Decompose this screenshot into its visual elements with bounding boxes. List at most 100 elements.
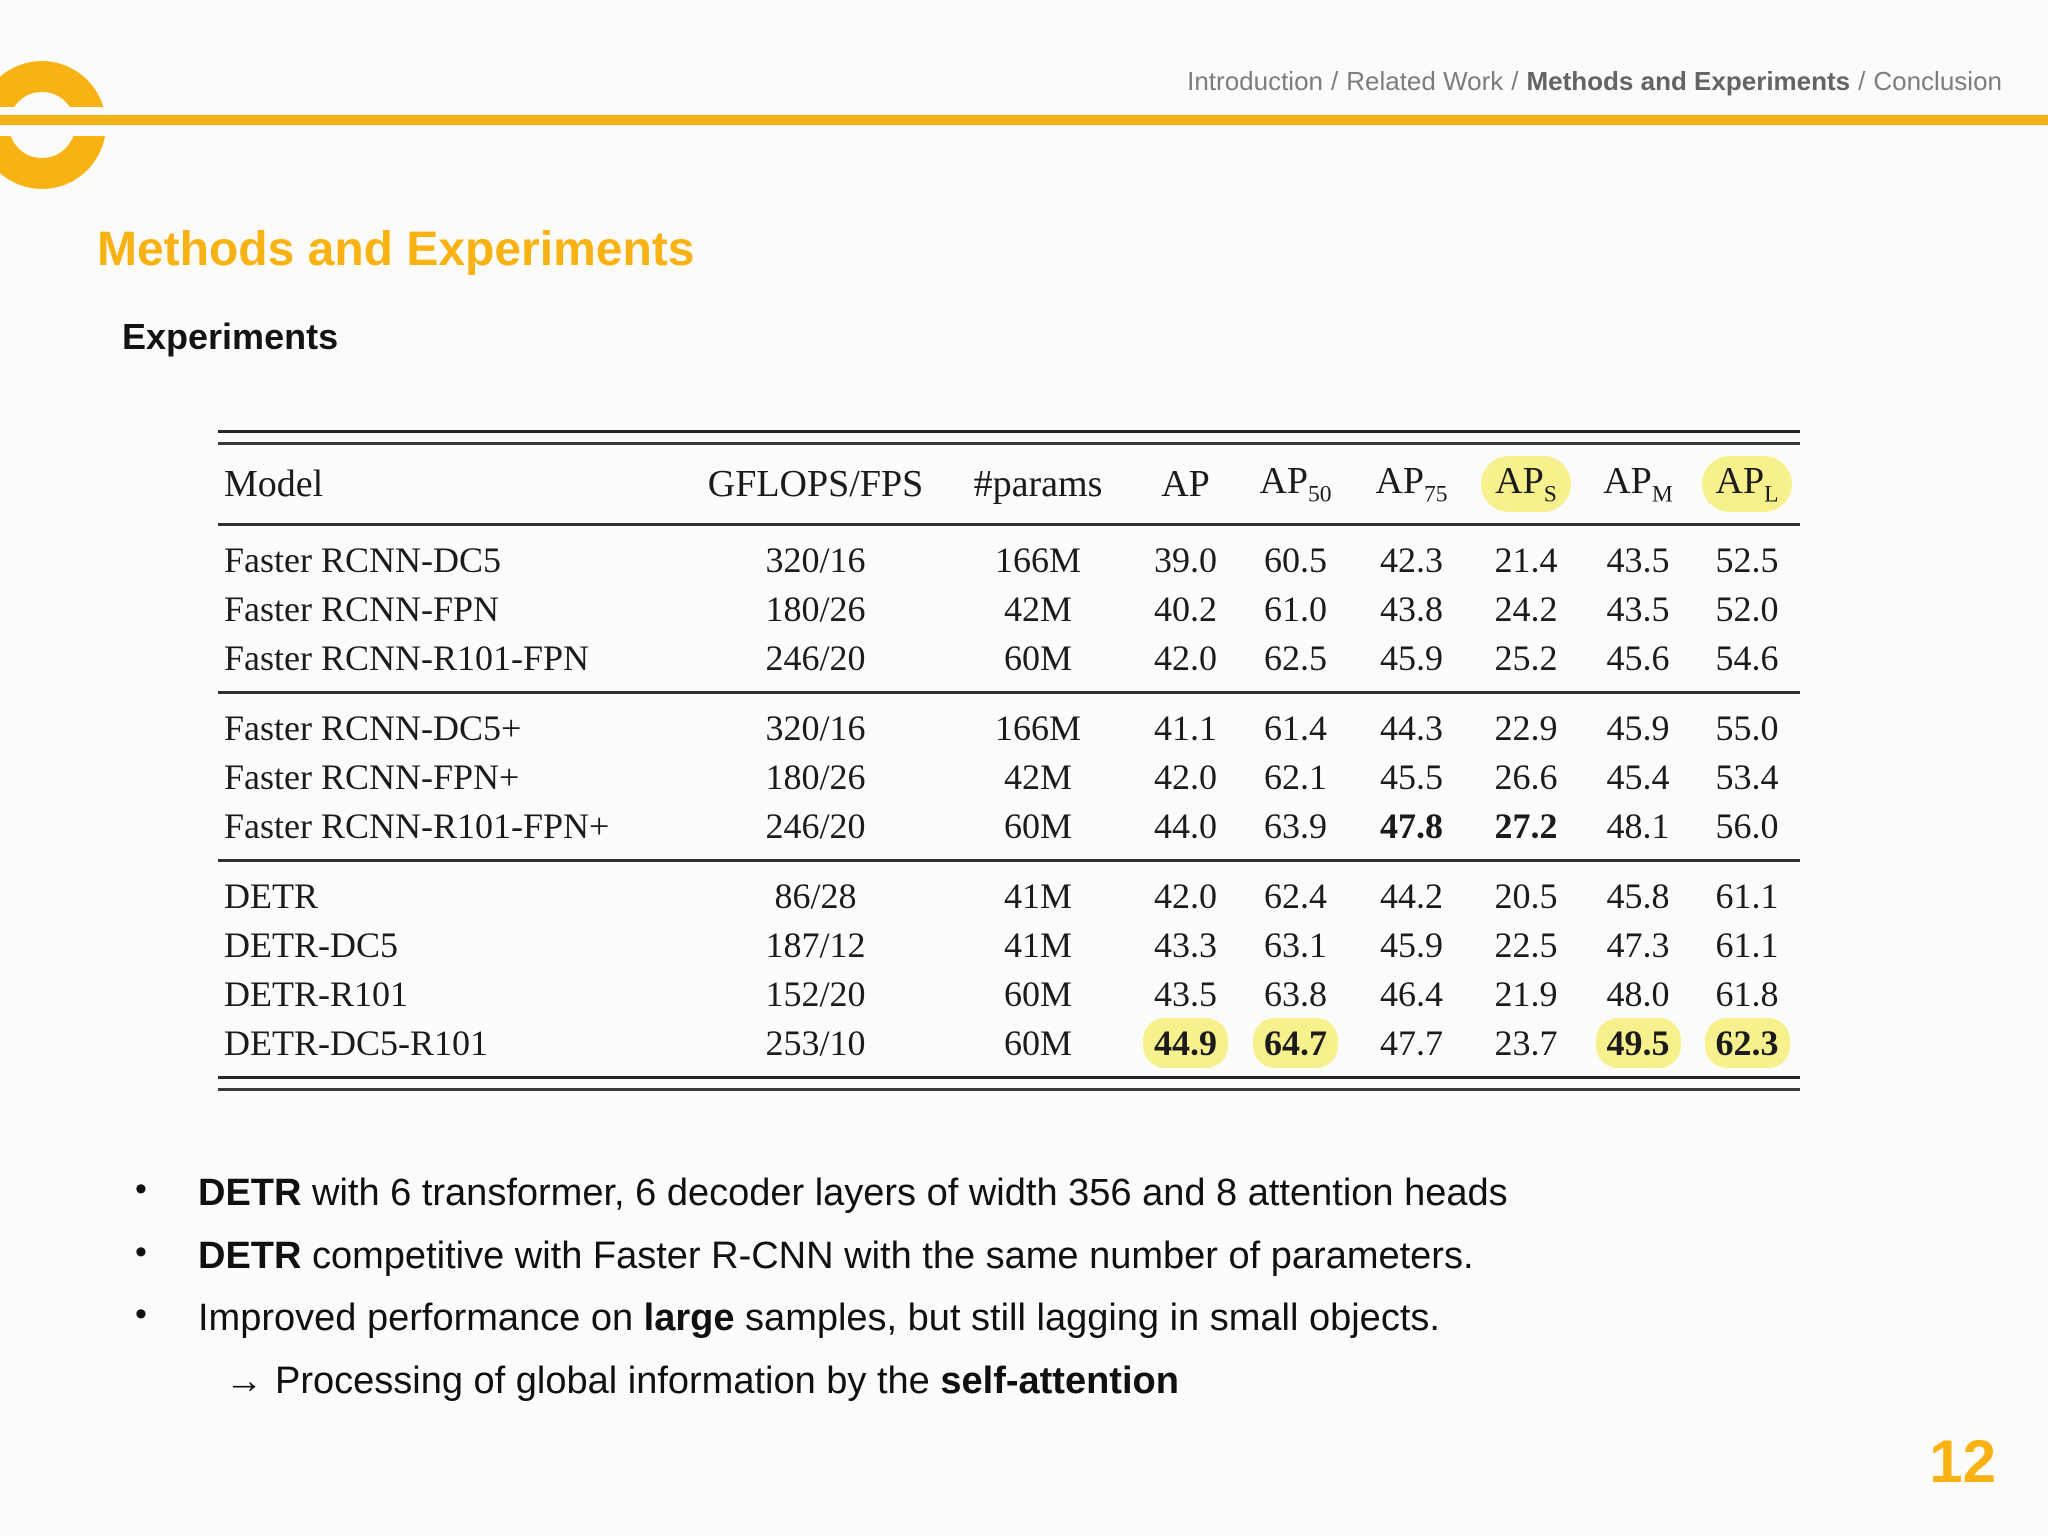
header-text: Model (224, 463, 324, 505)
params-cell: 166M (994, 539, 1081, 580)
value-cell: 22.5 (1470, 924, 1582, 966)
value-cell: 40.2 (1133, 588, 1238, 630)
value-cell: 47.3 (1582, 924, 1694, 966)
value-text: 52.0 (1715, 588, 1779, 629)
highlight-mark: 44.9 (1143, 1017, 1228, 1068)
value-cell: 43.3 (1133, 924, 1238, 966)
value-text: 48.1 (1606, 805, 1670, 846)
value-text: 53.4 (1715, 756, 1779, 797)
breadcrumb-item: Methods and Experiments (1526, 66, 1851, 96)
header-subscript: L (1764, 481, 1779, 508)
value-text: 61.1 (1715, 875, 1779, 916)
value-cell: 27.2 (1470, 805, 1582, 847)
value-cell: 42.0 (1133, 756, 1238, 798)
value-text: 61.8 (1715, 973, 1779, 1014)
value-text: 43.8 (1380, 588, 1443, 629)
header-label: AP75 (1375, 460, 1447, 508)
value-cell: 44.0 (1133, 805, 1238, 847)
column-header: AP75 (1353, 459, 1470, 509)
header-text: AP (1715, 460, 1765, 503)
value-cell: 43.8 (1353, 588, 1470, 630)
value-cell: 63.1 (1238, 924, 1353, 966)
model-cell: Faster RCNN-FPN+ (224, 756, 520, 797)
table-row: Faster RCNN-FPN 180/26 42M 40.2 61.0 43.8 24.2… (218, 584, 1800, 633)
value-cell: 52.5 (1694, 539, 1800, 581)
gflops-fps-cell: 246/20 (765, 637, 866, 678)
value-text: 45.5 (1380, 756, 1443, 797)
arrow-note-text: Processing of global information by the (275, 1359, 941, 1402)
value-cell: 63.9 (1238, 805, 1353, 847)
model-cell: DETR (224, 875, 318, 916)
value-text: 24.2 (1494, 588, 1558, 629)
value-text: 42.0 (1154, 637, 1217, 678)
breadcrumb-item: Related Work (1346, 66, 1504, 96)
value-text: 43.3 (1154, 924, 1217, 965)
value-cell: 45.8 (1582, 875, 1694, 917)
header-text: AP (1603, 460, 1652, 503)
column-header: APL (1694, 456, 1800, 512)
gflops-fps-cell: 152/20 (765, 973, 866, 1014)
value-cell: 47.7 (1353, 1022, 1470, 1064)
highlight-mark: 62.3 (1704, 1017, 1790, 1068)
value-cell: 21.4 (1470, 539, 1582, 581)
breadcrumb-separator: / (1331, 66, 1339, 96)
value-cell: 45.6 (1582, 637, 1694, 679)
value-cell: 62.5 (1238, 637, 1353, 679)
value-cell: 45.9 (1353, 637, 1470, 679)
arrow-note: → Processing of global information by the… (133, 1358, 1893, 1406)
table-row: Faster RCNN-R101-FPN+ 246/20 60M 44.0 63.9 47… (218, 801, 1800, 850)
value-cell: 42.0 (1133, 875, 1238, 917)
value-cell: 61.1 (1694, 924, 1800, 966)
value-cell: 39.0 (1133, 539, 1238, 581)
column-header: APS (1470, 456, 1582, 512)
breadcrumb-separator: / (1511, 66, 1519, 96)
header-subscript: 75 (1424, 481, 1448, 508)
header-subscript: M (1651, 481, 1673, 508)
value-text: 55.0 (1715, 707, 1779, 748)
table-group: Faster RCNN-DC5+ 320/16 166M 41.1 61.4 44.3 22… (218, 694, 1800, 859)
params-cell: 41M (1003, 924, 1072, 965)
value-text: 43.5 (1154, 973, 1217, 1014)
value-cell: 45.5 (1353, 756, 1470, 798)
header-text: AP (1259, 460, 1309, 503)
value-cell: 44.3 (1353, 707, 1470, 749)
params-cell: 42M (1003, 756, 1072, 797)
params-cell: 41M (1003, 875, 1072, 916)
bullet-list: • DETR with 6 transformer, 6 decoder laye… (133, 1170, 1893, 1405)
value-cell: 43.5 (1133, 973, 1238, 1015)
results-table: Model GFLOPS/FPS #params AP AP50 AP75 APS APM AP… (218, 430, 1800, 1091)
table-group-divider (218, 859, 1800, 862)
value-cell: 62.3 (1694, 1017, 1800, 1068)
value-cell: 61.1 (1694, 875, 1800, 917)
value-text: 62.4 (1264, 875, 1327, 916)
header-subscript: 50 (1308, 481, 1332, 508)
value-text: 44.0 (1154, 805, 1217, 846)
value-text: 45.9 (1606, 707, 1670, 748)
header-text: AP (1161, 463, 1210, 505)
column-header: Model (218, 462, 688, 506)
value-cell: 42.0 (1133, 637, 1238, 679)
page-title: Methods and Experiments (97, 223, 695, 276)
header-text: GFLOPS/FPS (707, 463, 924, 505)
value-text: 47.7 (1380, 1022, 1443, 1063)
value-cell: 24.2 (1470, 588, 1582, 630)
value-text: 47.3 (1606, 924, 1670, 965)
value-text: 61.1 (1715, 924, 1779, 965)
value-cell: 26.6 (1470, 756, 1582, 798)
model-cell: Faster RCNN-DC5+ (224, 707, 522, 748)
bullet-item: • DETR with 6 transformer, 6 decoder laye… (133, 1170, 1893, 1218)
model-cell: Faster RCNN-R101-FPN+ (224, 805, 610, 846)
value-text: 40.2 (1154, 588, 1217, 629)
table-row: Faster RCNN-DC5 320/16 166M 39.0 60.5 42.3 21.… (218, 535, 1800, 584)
value-text: 45.9 (1380, 924, 1443, 965)
value-cell: 63.8 (1238, 973, 1353, 1015)
table-header-row: Model GFLOPS/FPS #params AP AP50 AP75 APS APM AP… (218, 445, 1800, 523)
table-header-rule (218, 523, 1800, 526)
model-cell: Faster RCNN-FPN (224, 588, 500, 629)
value-cell: 48.1 (1582, 805, 1694, 847)
column-header: #params (943, 462, 1133, 506)
value-cell: 53.4 (1694, 756, 1800, 798)
header-label: AP50 (1259, 460, 1331, 508)
bullet-icon: • (135, 1232, 147, 1271)
arrow-icon: → (225, 1359, 263, 1402)
